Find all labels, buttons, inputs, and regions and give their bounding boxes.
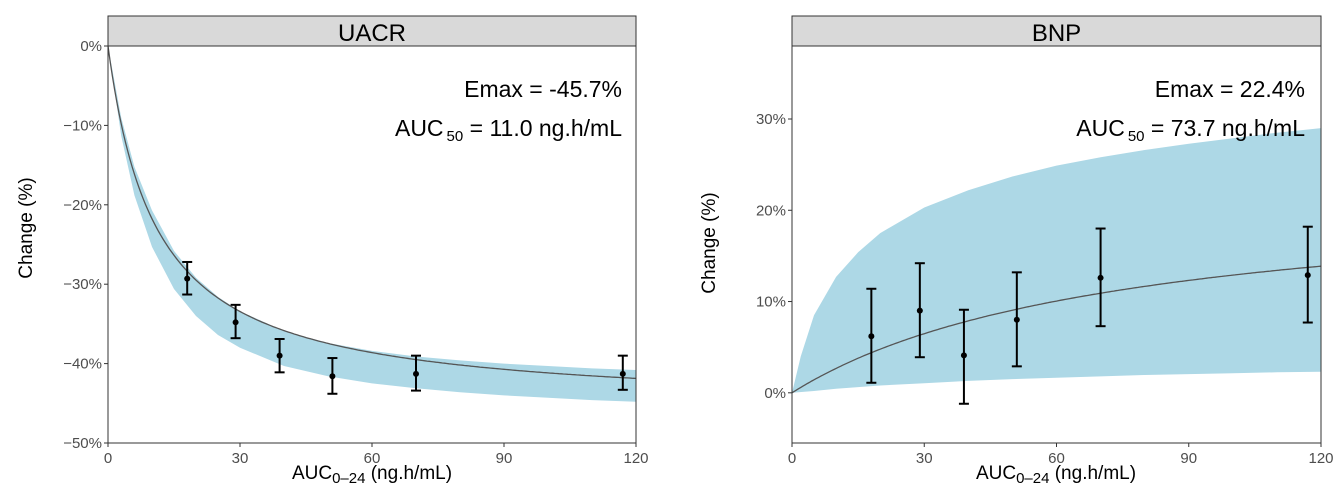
point-marker — [232, 319, 239, 326]
x-axis-title-rest: (ng.h/mL) — [365, 463, 452, 484]
panel-title: UACR — [338, 20, 406, 47]
panel-uacr: UACR 0 30 60 90 120 0% −10% −20% −30% −40% −50% Chan… — [16, 15, 649, 487]
data-point-1 — [182, 260, 193, 296]
data-point-3 — [274, 337, 285, 374]
point-marker — [1097, 274, 1104, 281]
data-point-3 — [958, 308, 969, 405]
y-tick-label: 30% — [756, 111, 786, 128]
x-axis-title-rest: (ng.h/mL) — [1049, 463, 1136, 484]
point-marker — [184, 275, 191, 282]
auc50-sub: 50 — [1128, 128, 1145, 145]
auc50-sub: 50 — [447, 128, 464, 145]
point-marker — [960, 352, 967, 359]
data-point-5 — [1095, 227, 1106, 328]
point-marker — [868, 333, 875, 340]
y-tick-label: −50% — [63, 435, 102, 452]
y-tick-label: −40% — [63, 356, 102, 373]
auc50-rest: = 11.0 ng.h/mL — [463, 115, 622, 141]
x-tick-label: 120 — [1308, 450, 1333, 467]
emax-annotation: Emax = -45.7% — [464, 76, 622, 102]
model-curve — [791, 265, 1322, 394]
y-tick-label: 20% — [756, 202, 786, 219]
point-marker — [619, 370, 626, 377]
x-axis-title: AUC0–24 (ng.h/mL) — [976, 463, 1136, 487]
panel-title: BNP — [1032, 20, 1081, 47]
point-marker — [413, 370, 419, 377]
data-point-6 — [617, 354, 628, 391]
point-marker — [276, 352, 283, 359]
point-marker — [916, 307, 923, 314]
point-marker — [1304, 272, 1311, 279]
x-axis-title: AUC0–24 (ng.h/mL) — [292, 463, 452, 487]
data-point-4 — [1011, 271, 1022, 368]
x-axis-title-sub: 0–24 — [332, 470, 365, 487]
panel-strip — [107, 15, 637, 47]
auc50-main: AUC — [1076, 115, 1125, 141]
confidence-band — [108, 46, 636, 402]
auc50-rest: = 73.7 ng.h/mL — [1145, 115, 1306, 141]
data-point-2 — [230, 303, 241, 340]
emax-annotation: Emax = 22.4% — [1155, 76, 1305, 102]
point-marker — [1013, 316, 1020, 323]
x-axis-title-sub: 0–24 — [1016, 470, 1049, 487]
data-point-5 — [411, 354, 421, 392]
x-tick-label: 60 — [364, 450, 381, 467]
y-tick-label: −10% — [63, 117, 102, 134]
point-marker — [329, 373, 336, 380]
y-tick-label: −20% — [63, 197, 102, 214]
y-tick-label: −30% — [63, 276, 102, 293]
x-tick-label: 0 — [104, 450, 112, 467]
x-tick-label: 30 — [232, 450, 249, 467]
x-axis-title-main: AUC — [976, 463, 1016, 484]
x-tick-label: 0 — [788, 450, 796, 467]
auc50-annotation: AUC 50 = 73.7 ng.h/mL — [1076, 115, 1305, 145]
auc50-annotation: AUC 50 = 11.0 ng.h/mL — [395, 115, 622, 145]
x-tick-label: 30 — [916, 450, 933, 467]
panel-strip — [791, 15, 1322, 47]
x-tick-label: 90 — [1180, 450, 1197, 467]
data-point-4 — [327, 357, 338, 395]
y-axis-title: Change (%) — [699, 192, 720, 293]
x-axis-title-main: AUC — [292, 463, 332, 484]
data-point-2 — [914, 262, 925, 359]
x-tick-label: 90 — [496, 450, 513, 467]
data-point-1 — [866, 287, 877, 384]
x-tick-label: 120 — [623, 450, 648, 467]
x-tick-label: 60 — [1048, 450, 1065, 467]
y-tick-label: 10% — [756, 294, 786, 311]
y-tick-label: 0% — [80, 38, 102, 55]
data-point-6 — [1302, 225, 1313, 324]
confidence-band — [792, 128, 1321, 393]
y-axis-title: Change (%) — [16, 177, 37, 278]
y-tick-label: 0% — [764, 385, 786, 402]
auc50-main: AUC — [395, 115, 444, 141]
model-curve — [107, 45, 637, 380]
